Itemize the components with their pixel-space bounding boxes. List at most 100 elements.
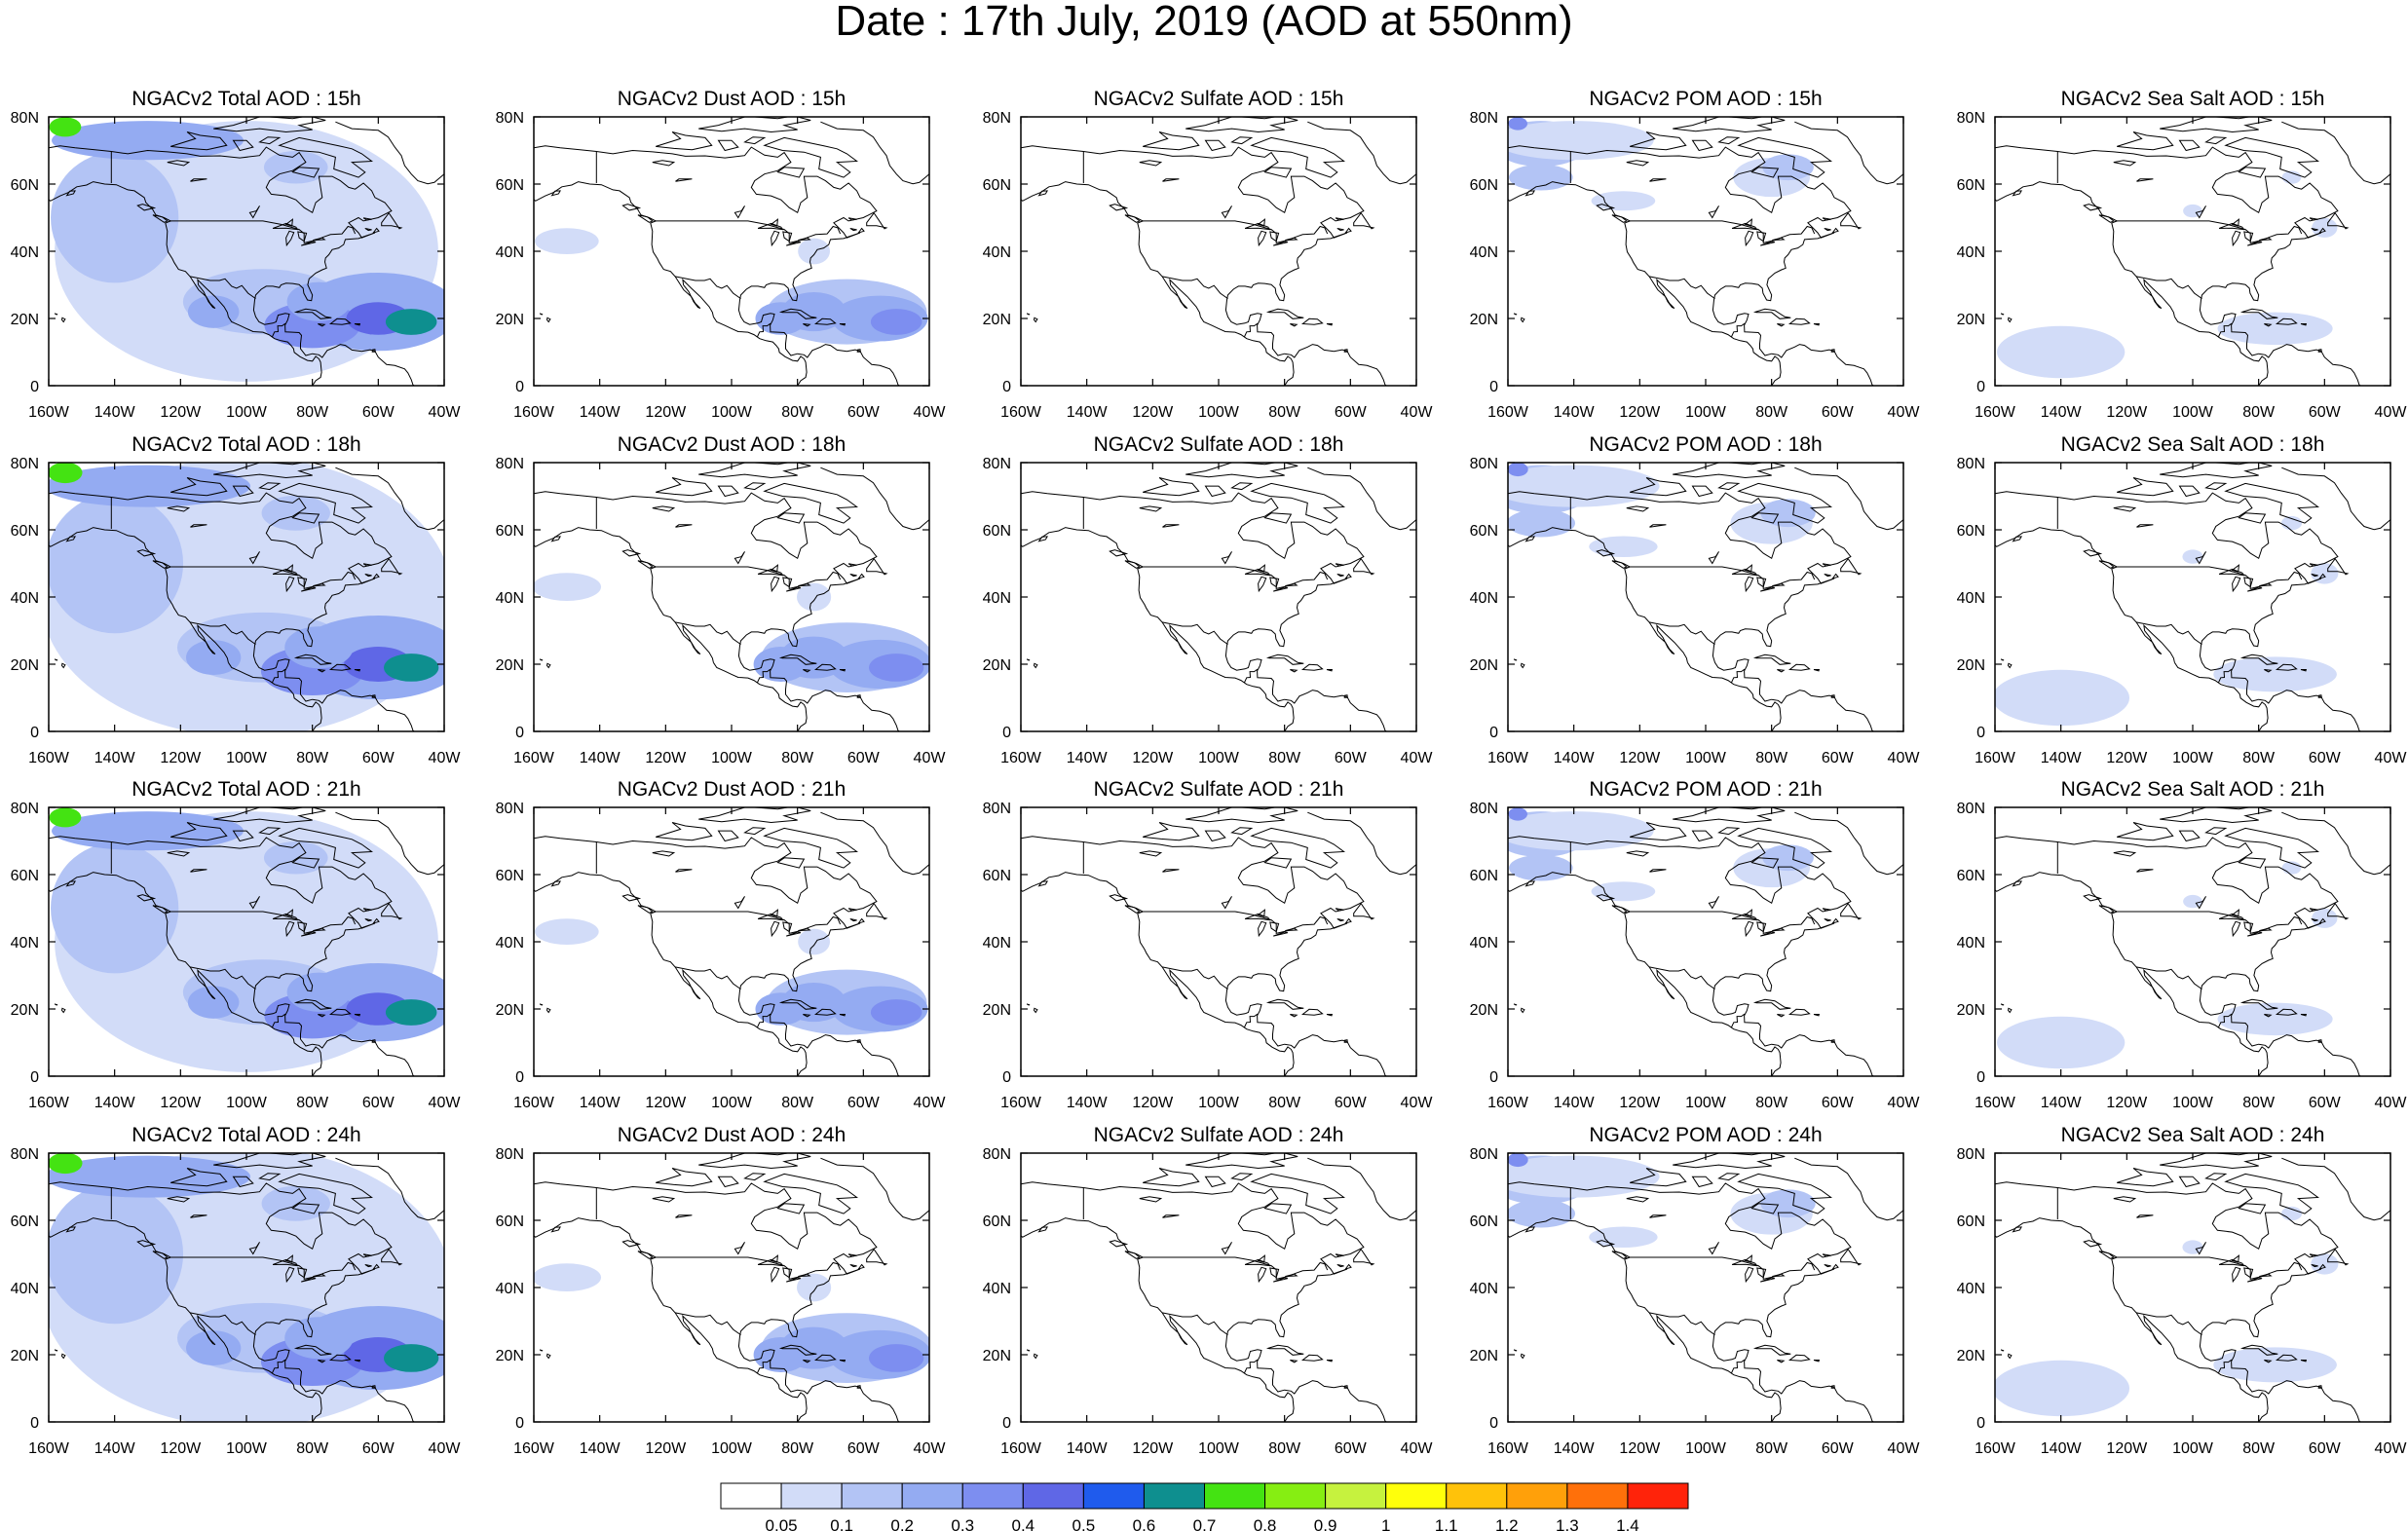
aod-contour [187,295,240,328]
lon-tick-label: 40W [1401,1095,1434,1111]
panel-title: NGACv2 POM AOD : 21h [1589,778,1822,801]
lon-tick-label: 40W [429,750,462,766]
panel-title: NGACv2 POM AOD : 18h [1589,433,1822,456]
coastline [534,117,929,386]
lat-tick-label: 80N [1957,1146,1985,1163]
lon-tick-label: 160W [1975,750,2016,766]
lat-tick-label: 40N [1957,244,1985,261]
lat-tick-label: 20N [11,1348,39,1364]
lat-tick-label: 60N [1957,177,1985,194]
aod-contour [534,1263,602,1291]
colorbar-box [1506,1482,1568,1510]
lon-tick-label: 80W [1755,750,1788,766]
lon-tick-label: 120W [2106,750,2148,766]
lon-tick-label: 120W [2106,404,2148,421]
aod-contour [2311,1253,2339,1275]
lon-tick-label: 140W [580,750,621,766]
colorbar-label: 0.8 [1254,1516,1277,1531]
aod-contour [1508,811,1654,851]
lat-tick-label: 20N [496,312,524,328]
aod-contour [798,238,830,265]
colorbar-box [1082,1482,1145,1510]
aod-contour [1509,164,1573,191]
lon-tick-label: 100W [711,404,753,421]
map-panel-total-0: NGACv2 Total AOD : 15h 160W 140W 120W 100W 80… [11,88,462,421]
aod-contour [755,302,808,335]
panel-title: NGACv2 Total AOD : 24h [132,1124,360,1146]
aod-contour [1508,508,1576,538]
colorbar-label: 0.3 [951,1516,974,1531]
lat-tick-label: 0 [1002,379,1011,395]
lon-tick-label: 140W [2041,404,2083,421]
aod-contour [798,928,830,955]
lat-tick-label: 0 [1489,1415,1498,1432]
aod-contour [2311,563,2339,584]
lat-tick-label: 0 [1489,379,1498,395]
lon-tick-label: 40W [914,750,947,766]
lon-tick-label: 140W [2041,1440,2083,1457]
lon-tick-label: 80W [2242,404,2276,421]
lon-tick-label: 100W [1198,1095,1240,1111]
lon-tick-label: 160W [513,750,555,766]
map-panel-seasalt-0: NGACv2 Sea Salt AOD : 15h 160W 140W 120W 100… [1957,88,2408,421]
lon-tick-label: 160W [1975,404,2016,421]
lat-tick-label: 80N [1957,456,1985,472]
lat-tick-label: 80N [1957,110,1985,127]
lon-tick-label: 100W [711,1440,753,1457]
map-panel-total-1: NGACv2 Total AOD : 18h 160W 140W 120W 100W 80… [11,433,462,766]
lat-tick-label: 80N [496,110,524,127]
panel-title: NGACv2 Dust AOD : 15h [618,88,847,110]
panel-title: NGACv2 Total AOD : 18h [132,433,360,456]
lon-tick-label: 140W [1554,1440,1596,1457]
colorbar-box [1264,1482,1327,1510]
lat-tick-label: 0 [1002,725,1011,741]
aod-contour [2182,549,2203,564]
lat-tick-label: 40N [11,244,39,261]
aod-contour [2217,1002,2333,1036]
lon-tick-label: 80W [1755,1440,1788,1457]
lat-tick-label: 0 [30,1415,39,1432]
colorbar-label: 0.2 [890,1516,914,1531]
lat-tick-label: 40N [1470,1281,1498,1297]
colorbar-box [841,1482,903,1510]
map-panel-total-2: NGACv2 Total AOD : 21h 160W 140W 120W 100W 80… [11,778,462,1111]
panel-title: NGACv2 Dust AOD : 18h [618,433,847,456]
aod-field [1995,1206,2339,1417]
lat-tick-label: 0 [515,725,524,741]
lat-tick-label: 60N [1470,523,1498,540]
coastline [534,807,929,1076]
lon-tick-label: 80W [296,1095,329,1111]
panel-title: NGACv2 Dust AOD : 21h [618,778,847,801]
lon-tick-label: 80W [1268,750,1301,766]
aod-contour [1508,1155,1660,1198]
lon-tick-label: 100W [226,1440,268,1457]
lon-tick-label: 80W [2242,750,2276,766]
aod-field [535,228,928,345]
lon-tick-label: 140W [94,750,136,766]
lat-tick-label: 40N [1470,590,1498,607]
lon-tick-label: 120W [645,1095,687,1111]
aod-field [49,463,444,731]
lat-tick-label: 20N [1957,1002,1985,1019]
panel-title: NGACv2 Sulfate AOD : 24h [1094,1124,1344,1146]
lat-tick-label: 60N [1470,177,1498,194]
aod-field [1508,807,1814,902]
map-panel-pom-2: NGACv2 POM AOD : 21h 160W 140W 120W 100W 80W 6… [1470,778,1921,1111]
lat-tick-label: 60N [1470,1214,1498,1230]
coastline [49,807,444,1076]
lat-tick-label: 20N [11,1002,39,1019]
aod-contour [2213,656,2337,692]
map-panel-pom-0: NGACv2 POM AOD : 15h 160W 140W 120W 100W 80W 6… [1470,88,1921,421]
aod-contour [49,465,251,507]
lat-tick-label: 20N [983,1348,1011,1364]
lon-tick-label: 40W [1401,404,1434,421]
aod-contour [1591,881,1656,902]
lat-tick-label: 20N [983,312,1011,328]
lon-tick-label: 60W [1822,404,1855,421]
lat-tick-label: 0 [1489,725,1498,741]
coastline [1995,117,2390,386]
lon-tick-label: 60W [847,1440,881,1457]
lat-tick-label: 40N [983,590,1011,607]
lon-tick-label: 40W [2375,404,2408,421]
aod-contour [49,1153,83,1175]
